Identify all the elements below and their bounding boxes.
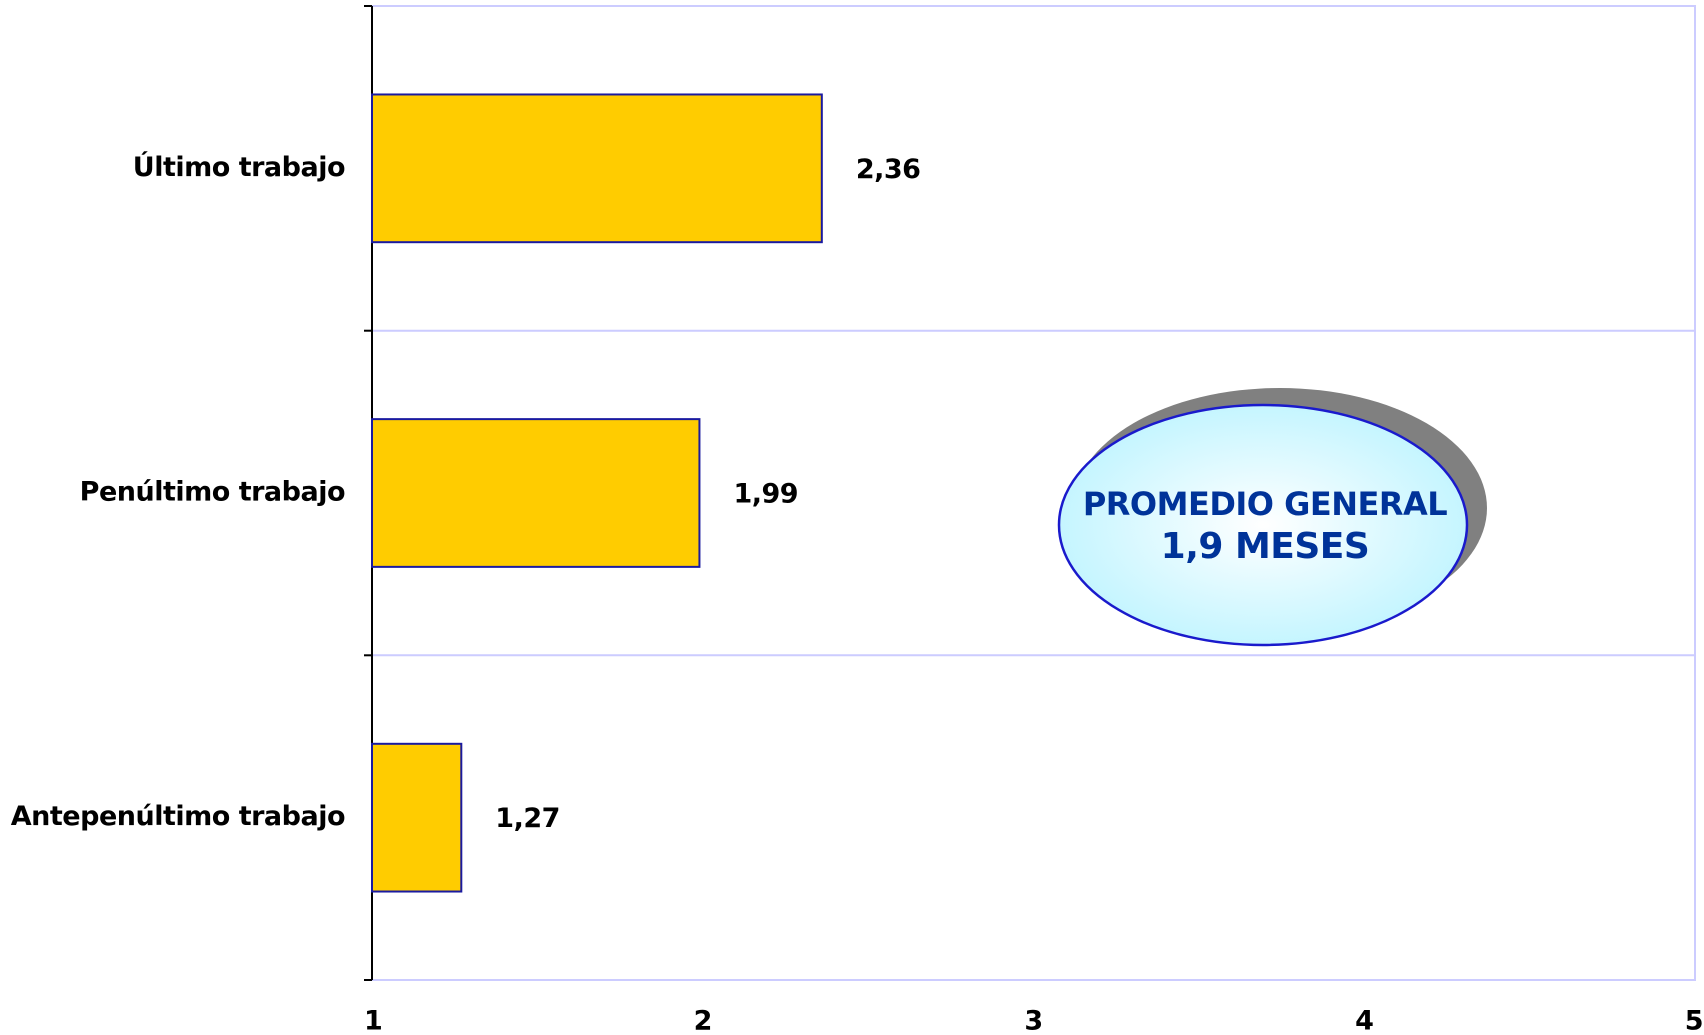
bar	[371, 418, 701, 568]
x-tick-label: 5	[1685, 1006, 1703, 1035]
y-tick-label: Antepenúltimo trabajo	[11, 801, 345, 832]
x-tick-label: 2	[694, 1006, 712, 1035]
x-tick-label: 1	[364, 1006, 382, 1035]
x-tick-label: 3	[1024, 1006, 1042, 1035]
annotation-text: 1,9 MESES	[1161, 526, 1370, 567]
annotation-ellipse	[1057, 403, 1469, 647]
data-label: 2,36	[856, 154, 921, 185]
annotation: PROMEDIO GENERAL 1,9 MESES	[1057, 388, 1487, 647]
x-tick-label: 4	[1355, 1006, 1373, 1035]
y-tick-label: Penúltimo trabajo	[80, 477, 345, 508]
y-tick-label: Último trabajo	[133, 151, 345, 183]
data-label: 1,27	[495, 803, 560, 834]
annotation-text: PROMEDIO GENERAL	[1083, 485, 1447, 523]
bar	[371, 93, 823, 244]
data-label: 1,99	[733, 479, 798, 510]
bar	[371, 742, 463, 893]
